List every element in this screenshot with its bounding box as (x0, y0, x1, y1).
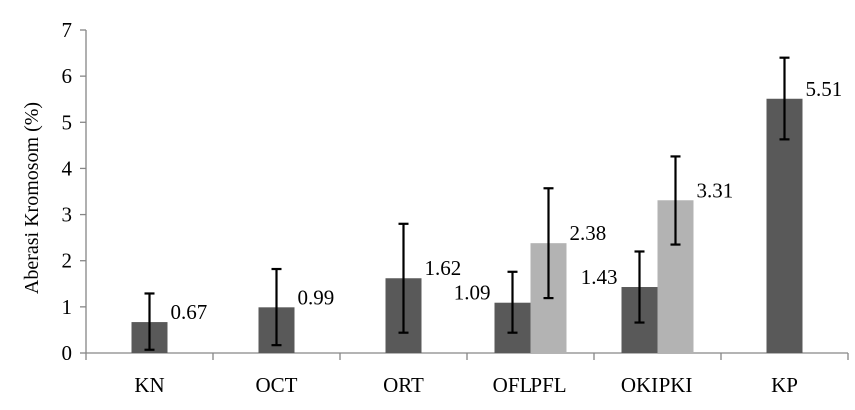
data-label-oct: 0.99 (298, 285, 335, 309)
data-label-pki: 3.31 (697, 178, 734, 202)
data-label-oki: 1.43 (581, 265, 618, 289)
y-axis-label: Aberasi Kromosom (%) (21, 102, 43, 294)
x-label-oki: OKI (621, 373, 658, 397)
y-tick-label: 5 (62, 110, 73, 134)
x-label-kp: KP (771, 373, 798, 397)
data-label-pfl: 2.38 (570, 221, 607, 245)
x-label-pfl: PFL (530, 373, 566, 397)
y-tick-label: 7 (62, 18, 73, 42)
x-label-oct: OCT (256, 373, 298, 397)
x-label-ort: ORT (383, 373, 424, 397)
y-tick-label: 1 (62, 295, 73, 319)
x-label-kn: KN (134, 373, 164, 397)
x-label-pki: PKI (659, 373, 693, 397)
x-label-ofl: OFL (493, 373, 533, 397)
data-label-kn: 0.67 (171, 300, 208, 324)
y-ticks: 0 1 2 3 4 5 6 7 (62, 18, 849, 365)
data-label-kp: 5.51 (806, 77, 843, 101)
y-tick-label: 6 (62, 64, 73, 88)
data-label-ofl: 1.09 (454, 281, 491, 305)
bar-kp (766, 98, 803, 353)
error-bars (144, 56, 790, 351)
y-tick-label: 3 (62, 203, 73, 227)
bars (131, 98, 803, 353)
data-label-ort: 1.62 (425, 256, 462, 280)
y-tick-label: 0 (62, 341, 73, 365)
y-tick-label: 2 (62, 249, 73, 273)
y-tick-label: 4 (62, 156, 73, 180)
data-labels: 0.67 0.99 1.621.09 2.38 1.43 3.31 5.51 (171, 77, 843, 324)
